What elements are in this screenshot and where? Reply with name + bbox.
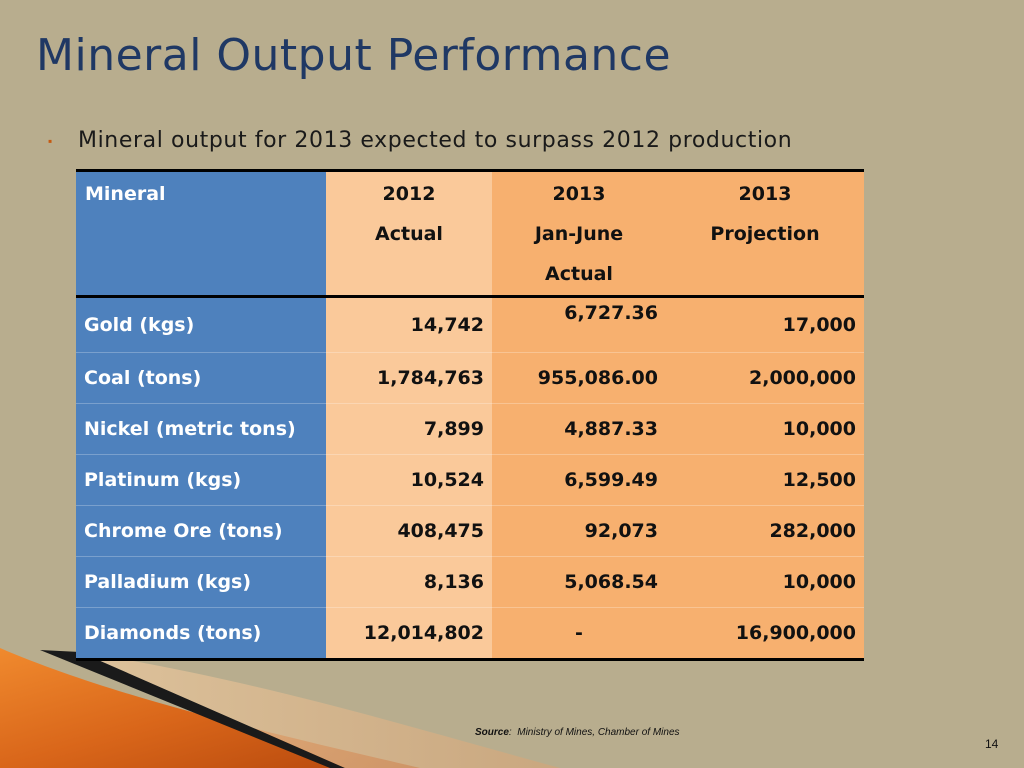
bullet-point: ▪ Mineral output for 2013 expected to su… (48, 128, 792, 153)
value-2013-projection-cell: 16,900,000 (666, 607, 864, 660)
bullet-text: Mineral output for 2013 expected to surp… (78, 128, 793, 153)
value-2012-cell: 408,475 (326, 505, 492, 557)
value-2012-cell: 8,136 (326, 556, 492, 608)
value-2013-actual-cell: 955,086.00 (492, 352, 666, 404)
page-number: 14 (985, 737, 999, 751)
mineral-cell: Chrome Ore (tons) (76, 505, 326, 557)
value-2012-cell: 14,742 (326, 296, 492, 353)
bullet-icon: ▪ (48, 133, 53, 148)
source-note: Source: Ministry of Mines, Chamber of Mi… (475, 727, 680, 738)
value-2013-projection-cell: 10,000 (666, 556, 864, 608)
value-2013-actual-cell: 4,887.33 (492, 403, 666, 455)
value-2013-actual-cell: 5,068.54 (492, 556, 666, 608)
table-row: Nickel (metric tons) 7,899 4,887.33 10,0… (76, 403, 864, 455)
mineral-cell: Coal (tons) (76, 352, 326, 404)
header-line: Mineral (85, 183, 166, 205)
value-2013-actual-cell: 6,599.49 (492, 454, 666, 506)
header-line: 2012 (382, 183, 436, 205)
mineral-output-table: Mineral 2012 Actual 2013 Jan-June Actual… (76, 169, 864, 661)
mineral-cell: Palladium (kgs) (76, 556, 326, 608)
source-colon: : (508, 727, 518, 738)
value-2013-projection-cell: 2,000,000 (666, 352, 864, 404)
table-row: Platinum (kgs) 10,524 6,599.49 12,500 (76, 454, 864, 506)
header-line: Jan-June (534, 223, 624, 245)
mineral-cell: Gold (kgs) (76, 296, 326, 353)
value-2013-actual-cell: 92,073 (492, 505, 666, 557)
value-2013-actual-cell: - (492, 607, 666, 660)
value-2013-actual-cell: 6,727.36 (492, 296, 666, 353)
value-2012-cell: 7,899 (326, 403, 492, 455)
value-2012-cell: 12,014,802 (326, 607, 492, 660)
table-row: Diamonds (tons) 12,014,802 - 16,900,000 (76, 607, 864, 660)
slide-title: Mineral Output Performance (36, 30, 672, 81)
value-2013-projection-cell: 282,000 (666, 505, 864, 557)
value-2013-projection-cell: 10,000 (666, 403, 864, 455)
value-2012-cell: 1,784,763 (326, 352, 492, 404)
mineral-cell: Platinum (kgs) (76, 454, 326, 506)
value-2013-projection-cell: 12,500 (666, 454, 864, 506)
header-2012-actual: 2012 Actual (326, 170, 492, 297)
header-line: Actual (545, 263, 613, 285)
header-line: 2013 (738, 183, 792, 205)
table-row: Coal (tons) 1,784,763 955,086.00 2,000,0… (76, 352, 864, 404)
source-text: Ministry of Mines, Chamber of Mines (517, 727, 680, 738)
source-label: Source (475, 727, 509, 738)
table-row: Gold (kgs) 14,742 6,727.36 17,000 (76, 296, 864, 353)
header-line: Projection (710, 223, 820, 245)
header-line: 2013 (552, 183, 606, 205)
header-line: Actual (375, 223, 443, 245)
header-2013-jan-june-actual: 2013 Jan-June Actual (492, 170, 666, 297)
header-2013-projection: 2013 Projection (666, 170, 864, 297)
value-2013-projection-cell: 17,000 (666, 296, 864, 353)
table-row: Palladium (kgs) 8,136 5,068.54 10,000 (76, 556, 864, 608)
table-header-row: Mineral 2012 Actual 2013 Jan-June Actual… (76, 170, 864, 297)
table-row: Chrome Ore (tons) 408,475 92,073 282,000 (76, 505, 864, 557)
mineral-cell: Diamonds (tons) (76, 607, 326, 660)
mineral-cell: Nickel (metric tons) (76, 403, 326, 455)
value-2012-cell: 10,524 (326, 454, 492, 506)
header-mineral: Mineral (76, 170, 326, 297)
